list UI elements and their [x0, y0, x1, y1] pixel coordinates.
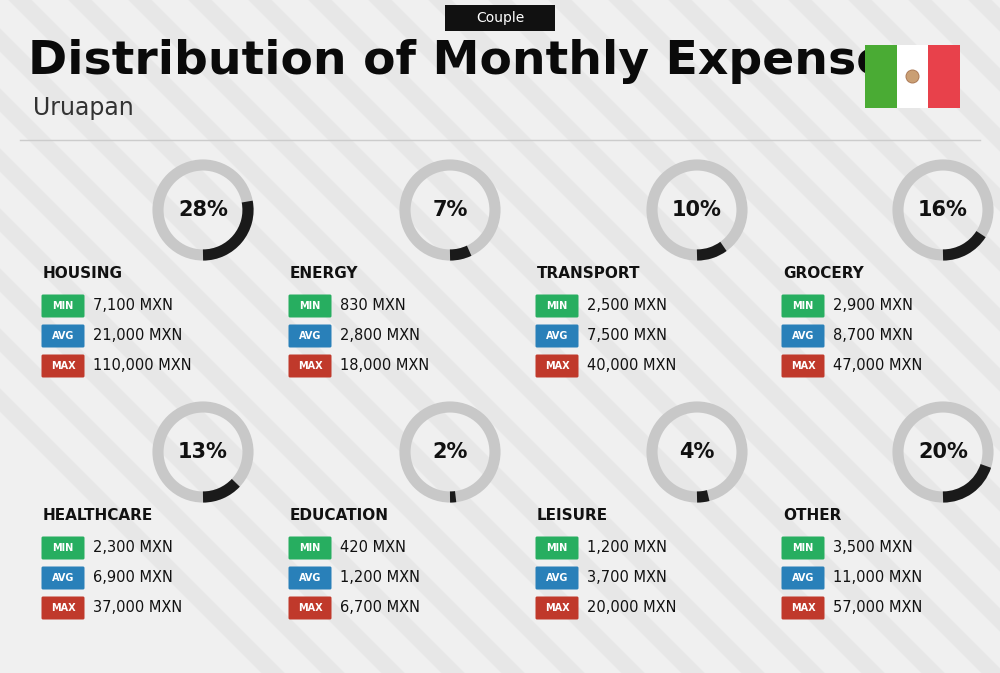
Text: AVG: AVG — [52, 573, 74, 583]
Text: 2,900 MXN: 2,900 MXN — [833, 299, 913, 314]
Bar — [897, 45, 928, 108]
FancyBboxPatch shape — [288, 536, 332, 559]
Text: 10%: 10% — [672, 200, 722, 220]
FancyBboxPatch shape — [288, 295, 332, 318]
FancyBboxPatch shape — [42, 355, 84, 378]
Text: 110,000 MXN: 110,000 MXN — [93, 359, 192, 374]
Text: 37,000 MXN: 37,000 MXN — [93, 600, 182, 616]
Bar — [865, 45, 897, 108]
Text: AVG: AVG — [299, 573, 321, 583]
FancyBboxPatch shape — [782, 324, 824, 347]
Text: OTHER: OTHER — [783, 507, 841, 522]
Text: 8,700 MXN: 8,700 MXN — [833, 328, 913, 343]
Text: AVG: AVG — [546, 573, 568, 583]
Text: AVG: AVG — [299, 331, 321, 341]
Text: AVG: AVG — [792, 573, 814, 583]
FancyBboxPatch shape — [42, 295, 84, 318]
Text: MIN: MIN — [299, 543, 321, 553]
Text: MAX: MAX — [51, 603, 75, 613]
Text: AVG: AVG — [546, 331, 568, 341]
Text: 11,000 MXN: 11,000 MXN — [833, 571, 922, 586]
Text: 20%: 20% — [918, 442, 968, 462]
Text: 21,000 MXN: 21,000 MXN — [93, 328, 182, 343]
Text: EDUCATION: EDUCATION — [290, 507, 389, 522]
Text: 13%: 13% — [178, 442, 228, 462]
Text: MAX: MAX — [51, 361, 75, 371]
Text: 2,500 MXN: 2,500 MXN — [587, 299, 667, 314]
FancyBboxPatch shape — [782, 355, 824, 378]
Text: 40,000 MXN: 40,000 MXN — [587, 359, 676, 374]
FancyBboxPatch shape — [536, 596, 578, 620]
Text: 28%: 28% — [178, 200, 228, 220]
Circle shape — [906, 69, 920, 83]
Circle shape — [906, 71, 918, 83]
FancyBboxPatch shape — [536, 295, 578, 318]
Text: Couple: Couple — [476, 11, 524, 25]
Text: GROCERY: GROCERY — [783, 266, 864, 281]
Text: Uruapan: Uruapan — [33, 96, 134, 120]
Text: MIN: MIN — [52, 543, 74, 553]
FancyBboxPatch shape — [536, 536, 578, 559]
Text: MIN: MIN — [546, 301, 568, 311]
FancyBboxPatch shape — [536, 355, 578, 378]
Text: AVG: AVG — [52, 331, 74, 341]
Text: 2,300 MXN: 2,300 MXN — [93, 540, 173, 555]
FancyBboxPatch shape — [782, 567, 824, 590]
Text: TRANSPORT: TRANSPORT — [537, 266, 640, 281]
Text: 2,800 MXN: 2,800 MXN — [340, 328, 420, 343]
Text: MIN: MIN — [546, 543, 568, 553]
Text: 6,700 MXN: 6,700 MXN — [340, 600, 420, 616]
Text: 7,100 MXN: 7,100 MXN — [93, 299, 173, 314]
Text: LEISURE: LEISURE — [537, 507, 608, 522]
FancyBboxPatch shape — [445, 5, 555, 31]
Text: 6,900 MXN: 6,900 MXN — [93, 571, 173, 586]
FancyBboxPatch shape — [42, 596, 84, 620]
FancyBboxPatch shape — [536, 324, 578, 347]
FancyBboxPatch shape — [42, 324, 84, 347]
Text: 830 MXN: 830 MXN — [340, 299, 406, 314]
Text: 47,000 MXN: 47,000 MXN — [833, 359, 922, 374]
Text: HOUSING: HOUSING — [43, 266, 123, 281]
Text: ENERGY: ENERGY — [290, 266, 358, 281]
Text: MIN: MIN — [792, 301, 814, 311]
Text: 57,000 MXN: 57,000 MXN — [833, 600, 922, 616]
FancyBboxPatch shape — [782, 295, 824, 318]
Text: MAX: MAX — [545, 603, 569, 613]
FancyBboxPatch shape — [288, 596, 332, 620]
Text: MIN: MIN — [52, 301, 74, 311]
Text: MAX: MAX — [791, 603, 815, 613]
FancyBboxPatch shape — [288, 324, 332, 347]
Text: 3,500 MXN: 3,500 MXN — [833, 540, 913, 555]
FancyBboxPatch shape — [288, 567, 332, 590]
Text: MAX: MAX — [791, 361, 815, 371]
FancyBboxPatch shape — [536, 567, 578, 590]
Bar — [928, 45, 960, 108]
Text: AVG: AVG — [792, 331, 814, 341]
Text: 3,700 MXN: 3,700 MXN — [587, 571, 667, 586]
Text: 4%: 4% — [679, 442, 715, 462]
FancyBboxPatch shape — [42, 536, 84, 559]
Text: 1,200 MXN: 1,200 MXN — [340, 571, 420, 586]
FancyBboxPatch shape — [288, 355, 332, 378]
FancyBboxPatch shape — [782, 536, 824, 559]
Text: MAX: MAX — [545, 361, 569, 371]
Text: 16%: 16% — [918, 200, 968, 220]
Text: MAX: MAX — [298, 361, 322, 371]
Text: 18,000 MXN: 18,000 MXN — [340, 359, 429, 374]
FancyBboxPatch shape — [42, 567, 84, 590]
Text: 420 MXN: 420 MXN — [340, 540, 406, 555]
Text: MIN: MIN — [792, 543, 814, 553]
Text: Distribution of Monthly Expenses: Distribution of Monthly Expenses — [28, 40, 916, 85]
Text: MIN: MIN — [299, 301, 321, 311]
Text: 7%: 7% — [432, 200, 468, 220]
Text: 2%: 2% — [432, 442, 468, 462]
FancyBboxPatch shape — [782, 596, 824, 620]
Text: HEALTHCARE: HEALTHCARE — [43, 507, 153, 522]
Text: MAX: MAX — [298, 603, 322, 613]
Text: 20,000 MXN: 20,000 MXN — [587, 600, 676, 616]
Text: 1,200 MXN: 1,200 MXN — [587, 540, 667, 555]
Text: 7,500 MXN: 7,500 MXN — [587, 328, 667, 343]
